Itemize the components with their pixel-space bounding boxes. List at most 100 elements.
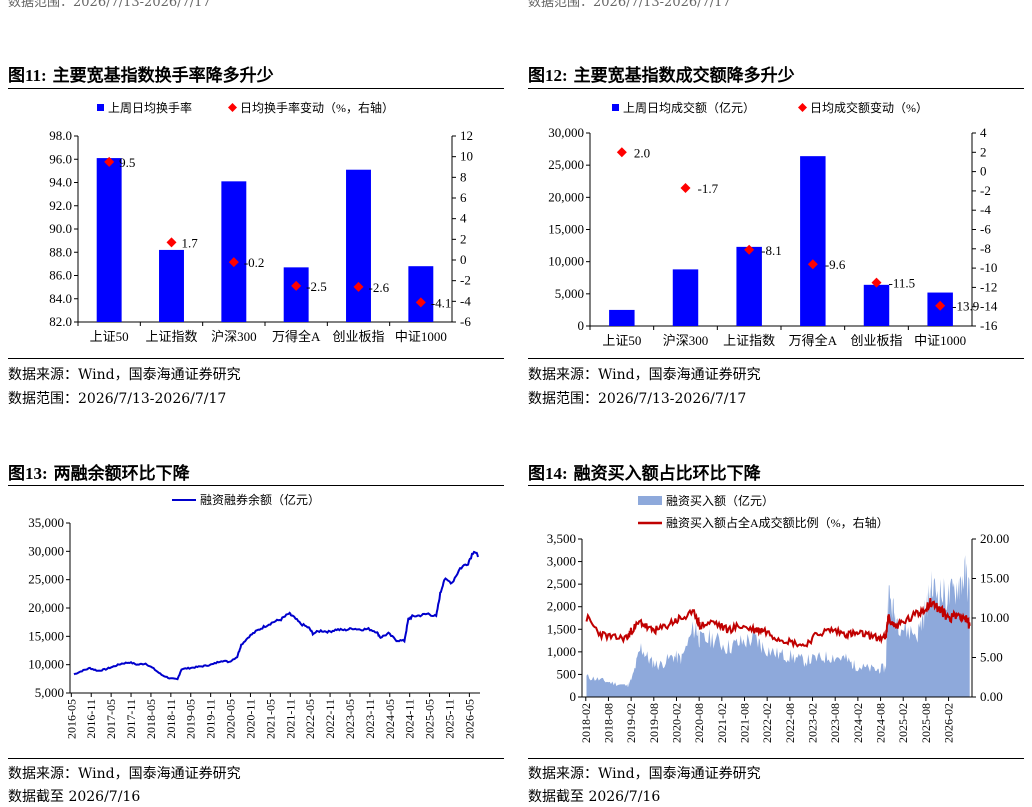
fig12-rule xyxy=(528,88,1024,89)
x-tick-label: 上证50 xyxy=(602,333,641,348)
fig11-rule-bottom xyxy=(8,358,504,359)
marker-point xyxy=(291,280,302,291)
x-tick-label: 2019-05 xyxy=(184,699,198,739)
data-label: -11.5 xyxy=(889,276,916,291)
x-tick-label: 2024-08 xyxy=(874,703,888,743)
data-label: -8.1 xyxy=(761,243,782,258)
y-tick-label: 35,000 xyxy=(28,515,64,530)
legend-line-label: 融资买入额占全A成交额比例（%，右轴） xyxy=(666,515,889,530)
x-tick-label: 2020-05 xyxy=(224,699,238,739)
y-tick-label: 96.0 xyxy=(49,151,72,166)
x-tick-label: 沪深300 xyxy=(211,329,257,344)
x-tick-label: 2021-11 xyxy=(283,699,297,739)
data-label: 9.5 xyxy=(119,155,135,170)
fig14-chart: 融资买入额（亿元） 融资买入额占全A成交额比例（%，右轴） 3,500 3,000 2,… xyxy=(547,493,1010,743)
bar xyxy=(609,309,635,326)
y-tick-label: 1,000 xyxy=(547,644,576,659)
x-tick-label: 2024-11 xyxy=(403,699,417,739)
x-tick-label: 2018-11 xyxy=(164,699,178,739)
x-tick-label: 2019-08 xyxy=(647,703,661,743)
x-tick-label: 2026-02 xyxy=(942,703,956,743)
fig12-title-text: 主要宽基指数成交额降多升少 xyxy=(573,66,795,86)
legend-marker-swatch xyxy=(228,103,237,112)
y2-tick-label: 20.00 xyxy=(980,531,1009,546)
bar xyxy=(736,246,762,326)
fig11-title: 图11: 主要宽基指数换手率降多升少 xyxy=(8,61,274,86)
fig12-range: 数据范围：2026/7/13-2026/7/17 xyxy=(528,391,747,407)
x-tick-label: 2021-05 xyxy=(263,699,277,739)
x-tick-label: 2024-02 xyxy=(851,703,865,743)
y-tick-label: 92.0 xyxy=(49,198,72,213)
y2-tick-label: 15.00 xyxy=(980,571,1009,586)
y2-tick-label: 0.00 xyxy=(980,689,1003,704)
fig13-rule xyxy=(8,485,504,486)
y-tick-label: 25,000 xyxy=(548,157,584,172)
fig13-title-text: 两融余额环比下降 xyxy=(53,464,190,484)
y2-tick-label: -2 xyxy=(460,273,471,288)
top-fragment-right: 数据范围：2026/7/13-2026/7/17 xyxy=(528,0,731,10)
y-tick-label: 2,000 xyxy=(547,599,576,614)
data-label: -4.1 xyxy=(431,295,452,310)
y2-tick-label: 10.00 xyxy=(980,610,1009,625)
x-tick-label: 2018-08 xyxy=(601,703,615,743)
y-tick-label: 3,000 xyxy=(547,554,576,569)
x-tick-label: 2020-11 xyxy=(243,699,257,739)
marker-point xyxy=(415,297,426,308)
marker-point xyxy=(616,147,627,158)
x-tick-label: 2016-05 xyxy=(64,699,78,739)
fig13-rule-bottom xyxy=(8,758,504,759)
y-tick-label: 10,000 xyxy=(548,254,584,269)
data-label: -2.6 xyxy=(369,280,390,295)
x-tick-label: 2018-02 xyxy=(579,703,593,743)
y2-tick-label: -6 xyxy=(980,222,991,237)
bar xyxy=(96,158,122,322)
x-tick-label: 2023-11 xyxy=(363,699,377,739)
x-tick-label: 万得全A xyxy=(272,329,321,344)
y-tick-label: 82.0 xyxy=(49,314,72,329)
x-tick-label: 2020-02 xyxy=(669,703,683,743)
y-tick-label: 500 xyxy=(557,666,577,681)
y-tick-label: 2,500 xyxy=(547,576,576,591)
series-area xyxy=(586,555,970,697)
marker-point xyxy=(166,237,177,248)
x-tick-label: 2026-05 xyxy=(462,699,476,739)
marker-point xyxy=(680,183,691,194)
x-tick-label: 2021-02 xyxy=(715,703,729,743)
marker-point xyxy=(353,281,364,292)
bar xyxy=(800,156,826,326)
legend-area-swatch xyxy=(638,496,662,505)
y-tick-label: 1,500 xyxy=(547,621,576,636)
y2-tick-label: 5.00 xyxy=(980,650,1003,665)
legend-bar-swatch xyxy=(612,104,619,111)
y2-tick-label: 2 xyxy=(460,231,467,246)
y2-tick-label: -12 xyxy=(980,279,997,294)
x-tick-label: 上证50 xyxy=(90,329,129,344)
data-label: 2.0 xyxy=(634,145,650,160)
marker-point xyxy=(807,259,818,270)
fig13-title: 图13: 两融余额环比下降 xyxy=(8,459,190,484)
x-tick-label: 2025-02 xyxy=(896,703,910,743)
y2-tick-label: -6 xyxy=(460,314,471,329)
data-label: -2.5 xyxy=(306,279,327,294)
series-line xyxy=(585,598,971,649)
y-tick-label: 3,500 xyxy=(547,531,576,546)
fig12-chart: 上周日均成交额（亿元） 日均成交额变动（%）30,00025,00020,0001… xyxy=(548,100,998,348)
x-tick-label: 2017-05 xyxy=(104,699,118,739)
fig14-source: 数据来源：Wind，国泰海通证券研究 xyxy=(528,766,761,782)
y2-tick-label: 0 xyxy=(980,164,987,179)
fig12-source: 数据来源：Wind，国泰海通证券研究 xyxy=(528,367,761,383)
x-tick-label: 2022-05 xyxy=(303,699,317,739)
x-tick-label: 2019-02 xyxy=(624,703,638,743)
legend-bar-label: 上周日均成交额（亿元） xyxy=(623,100,755,115)
y2-tick-label: 0 xyxy=(460,252,467,267)
marker-point xyxy=(935,300,946,311)
y-tick-label: 86.0 xyxy=(49,268,72,283)
legend-marker-label: 日均成交额变动（%） xyxy=(810,100,928,115)
x-tick-label: 2021-08 xyxy=(738,703,752,743)
y-tick-label: 88.0 xyxy=(49,244,72,259)
legend-bar-label: 上周日均换手率 xyxy=(108,100,192,115)
legend-line-label: 融资融券余额（亿元） xyxy=(200,492,320,507)
x-tick-label: 创业板指 xyxy=(332,329,384,344)
fig12-title: 图12: 主要宽基指数成交额降多升少 xyxy=(528,61,795,86)
legend-bar-swatch xyxy=(97,104,104,111)
